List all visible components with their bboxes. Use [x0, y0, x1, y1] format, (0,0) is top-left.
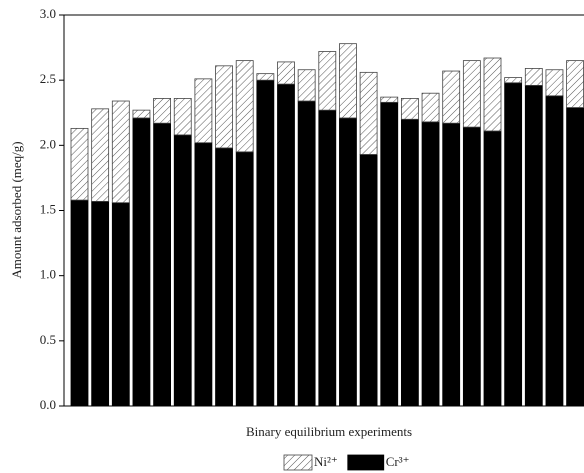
bar-segment [380, 96, 399, 103]
bar-segment [297, 100, 316, 407]
bar-segment [566, 60, 584, 108]
bar-segment [442, 122, 461, 407]
bar-segment [153, 98, 172, 124]
x-axis-label: Binary equilibrium experiments [246, 424, 412, 439]
bar-segment [173, 134, 192, 407]
bar-segment [400, 118, 419, 407]
bar-segment [277, 61, 295, 85]
bar-segment [524, 68, 543, 86]
bar-segment [256, 79, 275, 407]
bar-segment [359, 154, 378, 407]
bar-segment [524, 84, 543, 407]
bar-segment [442, 70, 461, 124]
bar-segment [400, 98, 419, 120]
legend-label: Ni²⁺ [314, 454, 338, 469]
y-tick-label: 3.0 [40, 6, 56, 21]
bar-segment [70, 127, 89, 201]
bar-segment [235, 151, 254, 407]
bar-segment [91, 200, 110, 407]
bar-segment [235, 60, 254, 153]
bar-segment [545, 95, 564, 407]
bar-segment [339, 117, 357, 407]
bar-segment [297, 69, 316, 102]
bar-segment [256, 73, 275, 81]
legend-label: Cr³⁺ [386, 454, 410, 469]
bar-segment [462, 126, 481, 407]
y-tick-label: 2.0 [40, 136, 56, 151]
bar-segment [194, 78, 213, 144]
bar-segment [215, 65, 233, 149]
bar-segment [132, 117, 151, 407]
legend-swatch [283, 454, 313, 471]
bar-segment [318, 51, 337, 111]
bar-segment [483, 57, 502, 132]
y-tick-label: 0.0 [40, 397, 56, 412]
bar-segment [215, 147, 233, 407]
y-axis-label: Amount adsorbed (meq/g) [9, 141, 24, 278]
bar-segment [194, 142, 213, 407]
bar-segment [504, 77, 523, 84]
bar-segment [566, 107, 584, 407]
bar-segment [421, 92, 440, 123]
bar-segment [277, 83, 295, 407]
bar-segment [380, 101, 399, 407]
bar-segment [91, 108, 110, 202]
y-tick-label: 0.5 [40, 332, 56, 347]
y-tick-label: 2.5 [40, 71, 56, 86]
bar-segment [153, 122, 172, 407]
y-tick-label: 1.0 [40, 267, 56, 282]
bar-segment [421, 121, 440, 407]
bar-segment [462, 60, 481, 128]
bar-segment [359, 71, 378, 155]
bar-segment [111, 202, 130, 407]
bar-segment [173, 98, 192, 136]
bar-segment [70, 199, 89, 407]
bar-segment [318, 109, 337, 407]
bar-segment [132, 109, 151, 119]
bar-segment [545, 69, 564, 97]
bar-segment [483, 130, 502, 407]
bar-segment [504, 82, 523, 407]
bar-segment [339, 43, 357, 119]
bar-segment [111, 100, 130, 204]
y-tick-label: 1.5 [40, 201, 56, 216]
legend-swatch [347, 454, 385, 471]
